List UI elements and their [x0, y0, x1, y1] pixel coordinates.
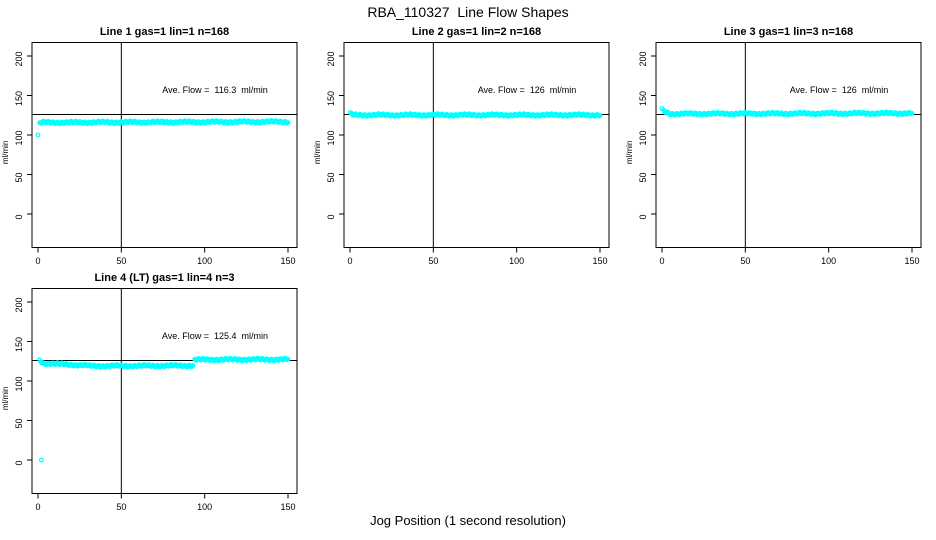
svg-text:100: 100 — [326, 130, 336, 145]
svg-text:100: 100 — [509, 256, 524, 266]
svg-text:50: 50 — [14, 418, 24, 428]
panel-line-2-ave-flow-annotation: Ave. Flow = 126 ml/min — [477, 85, 577, 95]
svg-text:50: 50 — [638, 172, 648, 182]
svg-text:50: 50 — [116, 256, 126, 266]
panel-line-2: Line 2 gas=1 lin=2 n=168 0 50 100 150 0 50 100… — [312, 25, 624, 271]
panel-line-4-plot: 0 50 100 150 0 50 100 150 200 ml/min — [1, 288, 298, 512]
svg-text:100: 100 — [638, 130, 648, 145]
svg-text:150: 150 — [638, 91, 648, 106]
panel-line-2-title: Line 2 gas=1 lin=2 n=168 — [411, 26, 542, 38]
svg-text:150: 150 — [326, 91, 336, 106]
svg-text:0: 0 — [659, 256, 664, 266]
svg-text:50: 50 — [740, 256, 750, 266]
svg-text:0: 0 — [14, 460, 24, 465]
svg-text:100: 100 — [197, 256, 212, 266]
svg-text:100: 100 — [14, 376, 24, 391]
figure-title: RBA_110327 Line Flow Shapes — [367, 4, 569, 20]
panel-line-3-title: Line 3 gas=1 lin=3 n=168 — [723, 26, 854, 38]
svg-text:0: 0 — [35, 502, 40, 512]
svg-text:200: 200 — [14, 51, 24, 66]
panel-line-3: Line 3 gas=1 lin=3 n=168 0 50 100 150 0 50 100… — [624, 25, 936, 271]
svg-text:50: 50 — [14, 172, 24, 182]
svg-text:150: 150 — [14, 91, 24, 106]
svg-text:0: 0 — [14, 214, 24, 219]
svg-text:ml/min: ml/min — [625, 141, 634, 165]
svg-text:100: 100 — [14, 130, 24, 145]
svg-text:ml/min: ml/min — [1, 141, 10, 165]
svg-text:200: 200 — [14, 297, 24, 312]
svg-text:150: 150 — [280, 502, 295, 512]
svg-text:200: 200 — [326, 51, 336, 66]
svg-text:200: 200 — [638, 51, 648, 66]
svg-text:100: 100 — [197, 502, 212, 512]
svg-text:50: 50 — [428, 256, 438, 266]
panel-line-1: Line 1 gas=1 lin=1 n=168 0 50 100 150 0 50 100… — [0, 25, 312, 271]
panel-line-4-ave-flow-annotation: Ave. Flow = 125.4 ml/min — [161, 331, 269, 341]
svg-text:150: 150 — [904, 256, 919, 266]
panel-line-3-plot: 0 50 100 150 0 50 100 150 200 ml/min — [625, 42, 922, 266]
x-axis-label: Jog Position (1 second resolution) — [370, 513, 566, 528]
panel-line-3-ave-flow-annotation: Ave. Flow = 126 ml/min — [789, 85, 889, 95]
svg-text:50: 50 — [116, 502, 126, 512]
svg-text:50: 50 — [326, 172, 336, 182]
panel-line-1-ave-flow-annotation: Ave. Flow = 116.3 ml/min — [162, 85, 268, 95]
svg-text:0: 0 — [326, 214, 336, 219]
svg-text:0: 0 — [347, 256, 352, 266]
panel-line-4-title: Line 4 (LT) gas=1 lin=4 n=3 — [94, 272, 235, 284]
svg-text:ml/min: ml/min — [313, 141, 322, 165]
svg-text:150: 150 — [14, 337, 24, 352]
svg-text:150: 150 — [592, 256, 607, 266]
panel-line-2-plot: 0 50 100 150 0 50 100 150 200 ml/min — [313, 42, 610, 266]
svg-text:150: 150 — [280, 256, 295, 266]
svg-text:0: 0 — [638, 214, 648, 219]
svg-text:ml/min: ml/min — [1, 387, 10, 411]
svg-text:100: 100 — [821, 256, 836, 266]
panel-line-4: Line 4 (LT) gas=1 lin=4 n=3 0 50 100 150 0 50… — [0, 271, 312, 517]
panel-line-1-plot: 0 50 100 150 0 50 100 150 200 ml/min — [1, 42, 298, 266]
svg-text:0: 0 — [35, 256, 40, 266]
panel-line-1-title: Line 1 gas=1 lin=1 n=168 — [99, 26, 230, 38]
